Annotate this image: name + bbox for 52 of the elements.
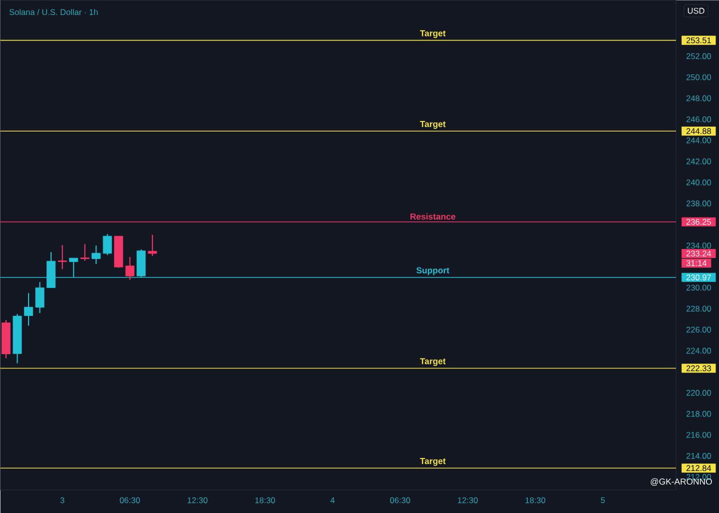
y-tick-label: 244.00 <box>686 137 711 144</box>
y-tick-label: 214.00 <box>686 452 711 459</box>
x-tick-label: 06:30 <box>390 497 410 504</box>
ref-line-label: Resistance <box>410 213 456 220</box>
candlestick <box>58 244 67 270</box>
x-tick-label: 12:30 <box>458 497 478 504</box>
x-tick-label: 5 <box>600 497 605 504</box>
y-tick-label: 222.33 <box>686 365 711 372</box>
x-tick-label: 3 <box>60 497 64 504</box>
x-tick-label: 18:30 <box>255 497 276 504</box>
y-tick-label: 220.00 <box>686 390 711 396</box>
ref-line-label: Support <box>416 267 450 276</box>
x-tick-label: 12:30 <box>188 497 208 504</box>
candlestick <box>148 234 157 257</box>
annotation: @GK-ARONNO <box>650 478 712 486</box>
y-tick-label: 234.00 <box>686 242 711 248</box>
text: Solana / U.S. Dollar · 1h <box>9 8 98 16</box>
candlestick <box>24 292 34 326</box>
y-tick-label: 253.51 <box>686 37 711 44</box>
candlestick <box>80 244 90 262</box>
y-tick-label: 244.88 <box>686 128 711 134</box>
y-tick-label: 233.24 <box>686 250 712 256</box>
y-tick-label: 252.00 <box>686 53 711 60</box>
y-tick-label: 248.00 <box>686 95 711 102</box>
y-tick-label: 238.00 <box>686 200 711 206</box>
y-tick-label: 212.84 <box>686 465 712 472</box>
candlestick <box>92 245 101 265</box>
text: 31:14 <box>686 260 706 266</box>
candlestick <box>102 234 112 256</box>
x-tick-label: 18:30 <box>526 497 546 504</box>
y-tick-label: 218.00 <box>686 410 711 417</box>
candlestick <box>125 256 134 281</box>
candlestick <box>35 282 44 314</box>
y-tick-label: 216.00 <box>686 432 711 438</box>
y-axis-title: USD <box>688 8 704 14</box>
y-tick-label: 230.00 <box>686 284 711 291</box>
ref-line-label: Target <box>420 358 446 366</box>
ref-line-label: Target <box>420 121 446 129</box>
y-tick-label: 236.25 <box>686 218 711 225</box>
y-tick-label: 228.00 <box>686 306 711 312</box>
x-tick-label: 4 <box>330 497 335 504</box>
y-tick-label: 242.00 <box>686 158 711 164</box>
y-tick-label: 230.97 <box>686 274 711 280</box>
y-tick-label: 226.00 <box>686 326 711 333</box>
y-tick-label: 240.00 <box>686 180 711 186</box>
x-tick-label: 06:30 <box>120 497 140 504</box>
ref-line-label: Target <box>420 30 446 38</box>
y-tick-label: 212.00 <box>686 474 711 480</box>
ref-line-label: Target <box>420 458 446 466</box>
y-tick-label: 246.00 <box>686 116 711 122</box>
y-tick-label: 224.00 <box>686 348 711 354</box>
y-tick-label: 250.00 <box>686 74 711 80</box>
